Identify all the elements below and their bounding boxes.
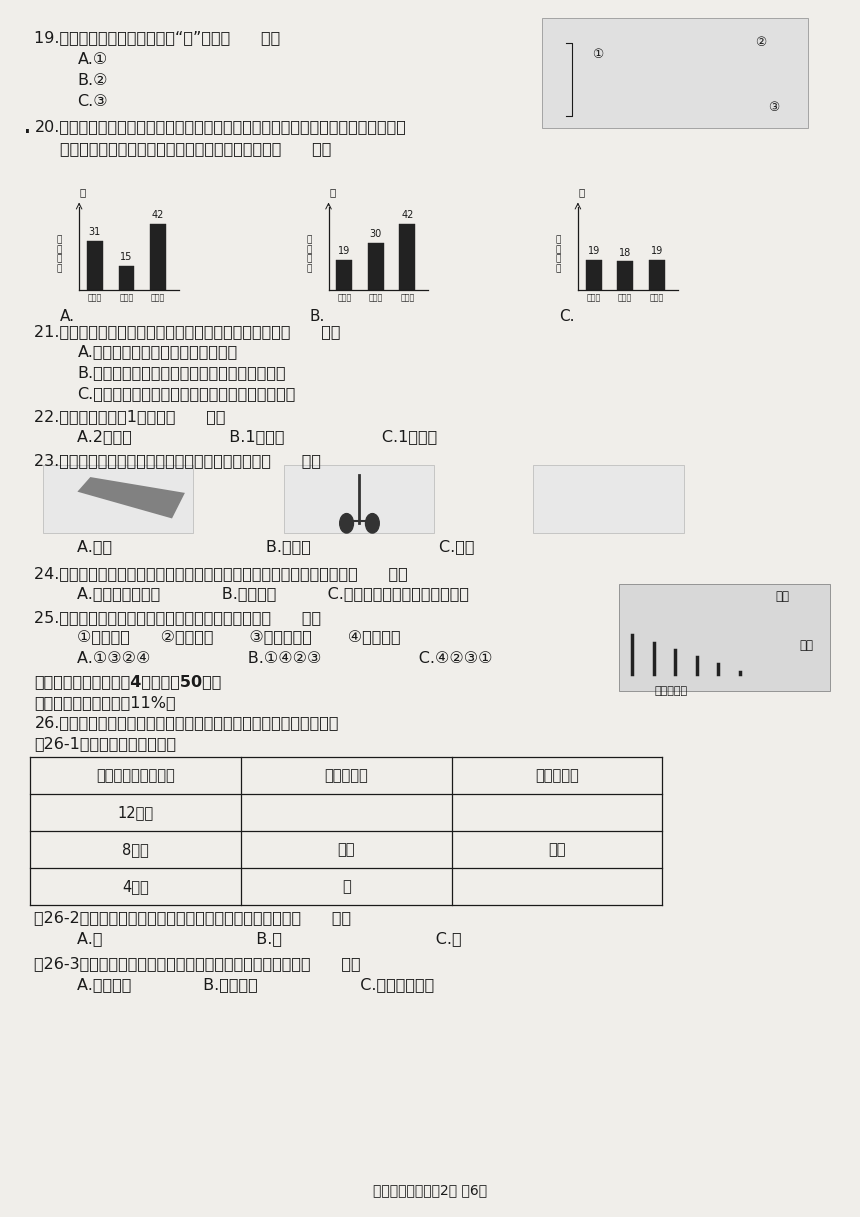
Text: A.人的错觉              B.回声现象                    C.鑉条仍在振动: A.人的错觉 B.回声现象 C.鑉条仍在振动 bbox=[77, 977, 434, 992]
Text: 赛跑后: 赛跑后 bbox=[150, 293, 165, 302]
FancyBboxPatch shape bbox=[533, 465, 684, 533]
Text: ①: ① bbox=[592, 49, 604, 61]
Bar bbox=[150, 224, 166, 290]
Text: 18: 18 bbox=[619, 248, 631, 258]
Bar bbox=[617, 262, 633, 290]
Text: A.2个鸡蛋                   B.1张课桌                   C.1支铅笔: A.2个鸡蛋 B.1张课桌 C.1支铅笔 bbox=[77, 430, 438, 444]
Text: C.: C. bbox=[559, 309, 574, 324]
Text: 次: 次 bbox=[80, 187, 86, 197]
Text: （26-3）停止对钉条进行弹拨后，钉条仍有余音，这是因为（      ）。: （26-3）停止对钉条进行弹拨后，钉条仍有余音，这是因为（ ）。 bbox=[34, 957, 361, 971]
Text: B.: B. bbox=[310, 309, 325, 324]
FancyBboxPatch shape bbox=[43, 465, 194, 533]
Text: C.逐个增加垫圈，可以找到能使小车刚好运动的力: C.逐个增加垫圈，可以找到能使小车刚好运动的力 bbox=[77, 386, 296, 400]
Text: 三、组合题：（本题有4小题，內50分）: 三、组合题：（本题有4小题，內50分） bbox=[34, 674, 222, 689]
Text: 20.在运动场上，小科分别测量了自己平静时、热身后、赛跑后（跑完立即测量）每分: 20.在运动场上，小科分别测量了自己平静时、热身后、赛跑后（跑完立即测量）每分 bbox=[34, 119, 406, 134]
Text: 21.在用垫圈做动力拉动小车的实验中，操作不合理的是（      ）。: 21.在用垫圈做动力拉动小车的实验中，操作不合理的是（ ）。 bbox=[34, 324, 341, 338]
Text: 22.下列物品中重剠1牛的是（      ）。: 22.下列物品中重剠1牛的是（ ）。 bbox=[34, 409, 226, 424]
Text: 呼
吸
次
数: 呼 吸 次 数 bbox=[306, 235, 311, 274]
Text: 19: 19 bbox=[651, 246, 663, 257]
Text: 31: 31 bbox=[89, 228, 101, 237]
Text: 30: 30 bbox=[370, 229, 382, 239]
Bar bbox=[368, 242, 384, 290]
Text: 24.把气球充足气再放开，气球会不停变换方向做无规则运动，这是因为（      ）。: 24.把气球充足气再放开，气球会不停变换方向做无规则运动，这是因为（ ）。 bbox=[34, 566, 408, 581]
Text: 42: 42 bbox=[151, 211, 164, 220]
Text: A.: A. bbox=[60, 309, 75, 324]
Text: A.①: A.① bbox=[77, 52, 108, 67]
Bar bbox=[87, 241, 103, 290]
Text: 较高: 较高 bbox=[548, 842, 566, 857]
FancyBboxPatch shape bbox=[542, 18, 808, 128]
FancyBboxPatch shape bbox=[619, 584, 830, 691]
Text: 热身后: 热身后 bbox=[369, 293, 383, 302]
Text: 26.右图是小科制作的拇指钉琳，请你结合所学的知识完成下列问题。: 26.右图是小科制作的拇指钉琳，请你结合所学的知识完成下列问题。 bbox=[34, 716, 339, 730]
Text: 呼
吸
次
数: 呼 吸 次 数 bbox=[556, 235, 561, 274]
Text: 呼
吸
次
数: 呼 吸 次 数 bbox=[57, 235, 62, 274]
Text: 12厘米: 12厘米 bbox=[117, 806, 154, 820]
Text: 热身后: 热身后 bbox=[618, 293, 632, 302]
Bar bbox=[336, 260, 352, 290]
Text: 赛跑后: 赛跑后 bbox=[400, 293, 415, 302]
Text: 热身后: 热身后 bbox=[120, 293, 133, 302]
Text: ①明确问题      ②实施方案       ③评估与改进       ④制订方案: ①明确问题 ②实施方案 ③评估与改进 ④制订方案 bbox=[77, 630, 401, 645]
Text: 15: 15 bbox=[120, 252, 132, 263]
Text: 4厘米: 4厘米 bbox=[122, 880, 149, 894]
Text: B.每次实验，小车都要从起点开始，到终点结束: B.每次实验，小车都要从起点开始，到终点结束 bbox=[77, 365, 286, 380]
Bar bbox=[119, 267, 134, 290]
Text: 19.右图消化系统中，表示人体“胃”的是（      ）。: 19.右图消化系统中，表示人体“胃”的是（ ）。 bbox=[34, 30, 280, 45]
Circle shape bbox=[366, 514, 379, 533]
Text: C.③: C.③ bbox=[77, 94, 108, 108]
Text: ③: ③ bbox=[768, 101, 780, 113]
Bar bbox=[648, 260, 665, 290]
Text: 较快: 较快 bbox=[337, 842, 355, 857]
Text: 声音的高低: 声音的高低 bbox=[535, 768, 579, 783]
Text: ②: ② bbox=[755, 37, 767, 49]
Text: B.②: B.② bbox=[77, 73, 108, 88]
Text: 振动的快慢: 振动的快慢 bbox=[324, 768, 368, 783]
Text: 19: 19 bbox=[587, 246, 599, 257]
Polygon shape bbox=[77, 477, 185, 518]
Bar bbox=[586, 260, 602, 290]
Text: 快: 快 bbox=[341, 880, 351, 894]
Text: 赛跑后: 赛跑后 bbox=[649, 293, 664, 302]
Text: 25.我们在设计制作小赛车时，一般要经历以下步骤（      ）。: 25.我们在设计制作小赛车时，一般要经历以下步骤（ ）。 bbox=[34, 610, 322, 624]
Text: 平静时: 平静时 bbox=[337, 293, 352, 302]
Text: 平静时: 平静时 bbox=[587, 293, 601, 302]
Text: 用鐵钉固定: 用鐵钉固定 bbox=[654, 686, 687, 696]
Text: 次: 次 bbox=[579, 187, 585, 197]
Text: 四年级科学试卷第2页 兲6页: 四年级科学试卷第2页 兲6页 bbox=[373, 1183, 487, 1198]
Circle shape bbox=[340, 514, 353, 533]
Text: A.①③②④                   B.①④②③                   C.④②③①: A.①③②④ B.①④②③ C.④②③① bbox=[77, 651, 493, 666]
Text: A.铅笔                              B.滑板车                         C.牙刷: A.铅笔 B.滑板车 C.牙刷 bbox=[77, 539, 475, 554]
Bar bbox=[399, 224, 415, 290]
Text: ·: · bbox=[23, 119, 32, 147]
Text: （26-2）用力拨动同一根钉条，振动幅度大，发出的声音（      ）。: （26-2）用力拨动同一根钉条，振动幅度大，发出的声音（ ）。 bbox=[34, 910, 352, 925]
Text: A.气球皮弹力太大            B.气球太轻          C.气球的噴气方向不断发生变化: A.气球皮弹力太大 B.气球太轻 C.气球的噴气方向不断发生变化 bbox=[77, 587, 470, 601]
Text: 次: 次 bbox=[329, 187, 335, 197]
Text: A.弱                              B.强                              C.高: A.弱 B.强 C.高 bbox=[77, 931, 462, 946]
Text: 8厘米: 8厘米 bbox=[122, 842, 149, 857]
FancyBboxPatch shape bbox=[284, 465, 434, 533]
Text: 木块: 木块 bbox=[776, 590, 789, 602]
Text: 19: 19 bbox=[338, 246, 350, 257]
Text: 42: 42 bbox=[401, 211, 414, 220]
Text: （一）制作小乐器。（11%）: （一）制作小乐器。（11%） bbox=[34, 695, 176, 710]
Text: A.为了节省时间，每组实验只做一次: A.为了节省时间，每组实验只做一次 bbox=[77, 344, 237, 359]
Text: 23.下列物体运动时的运动方式与其他两种不同的是（      ）。: 23.下列物体运动时的运动方式与其他两种不同的是（ ）。 bbox=[34, 453, 322, 467]
Text: 钟呼吸的次数。下面能反映他呼吸状况的柱状图是（      ）。: 钟呼吸的次数。下面能反映他呼吸状况的柱状图是（ ）。 bbox=[60, 141, 332, 156]
Text: 平静时: 平静时 bbox=[88, 293, 102, 302]
Text: 鑉条伸出木块的长度: 鑉条伸出木块的长度 bbox=[96, 768, 175, 783]
Text: 鑉条: 鑉条 bbox=[800, 639, 814, 651]
Text: （26-1）请将表格补充完整。: （26-1）请将表格补充完整。 bbox=[34, 736, 176, 751]
